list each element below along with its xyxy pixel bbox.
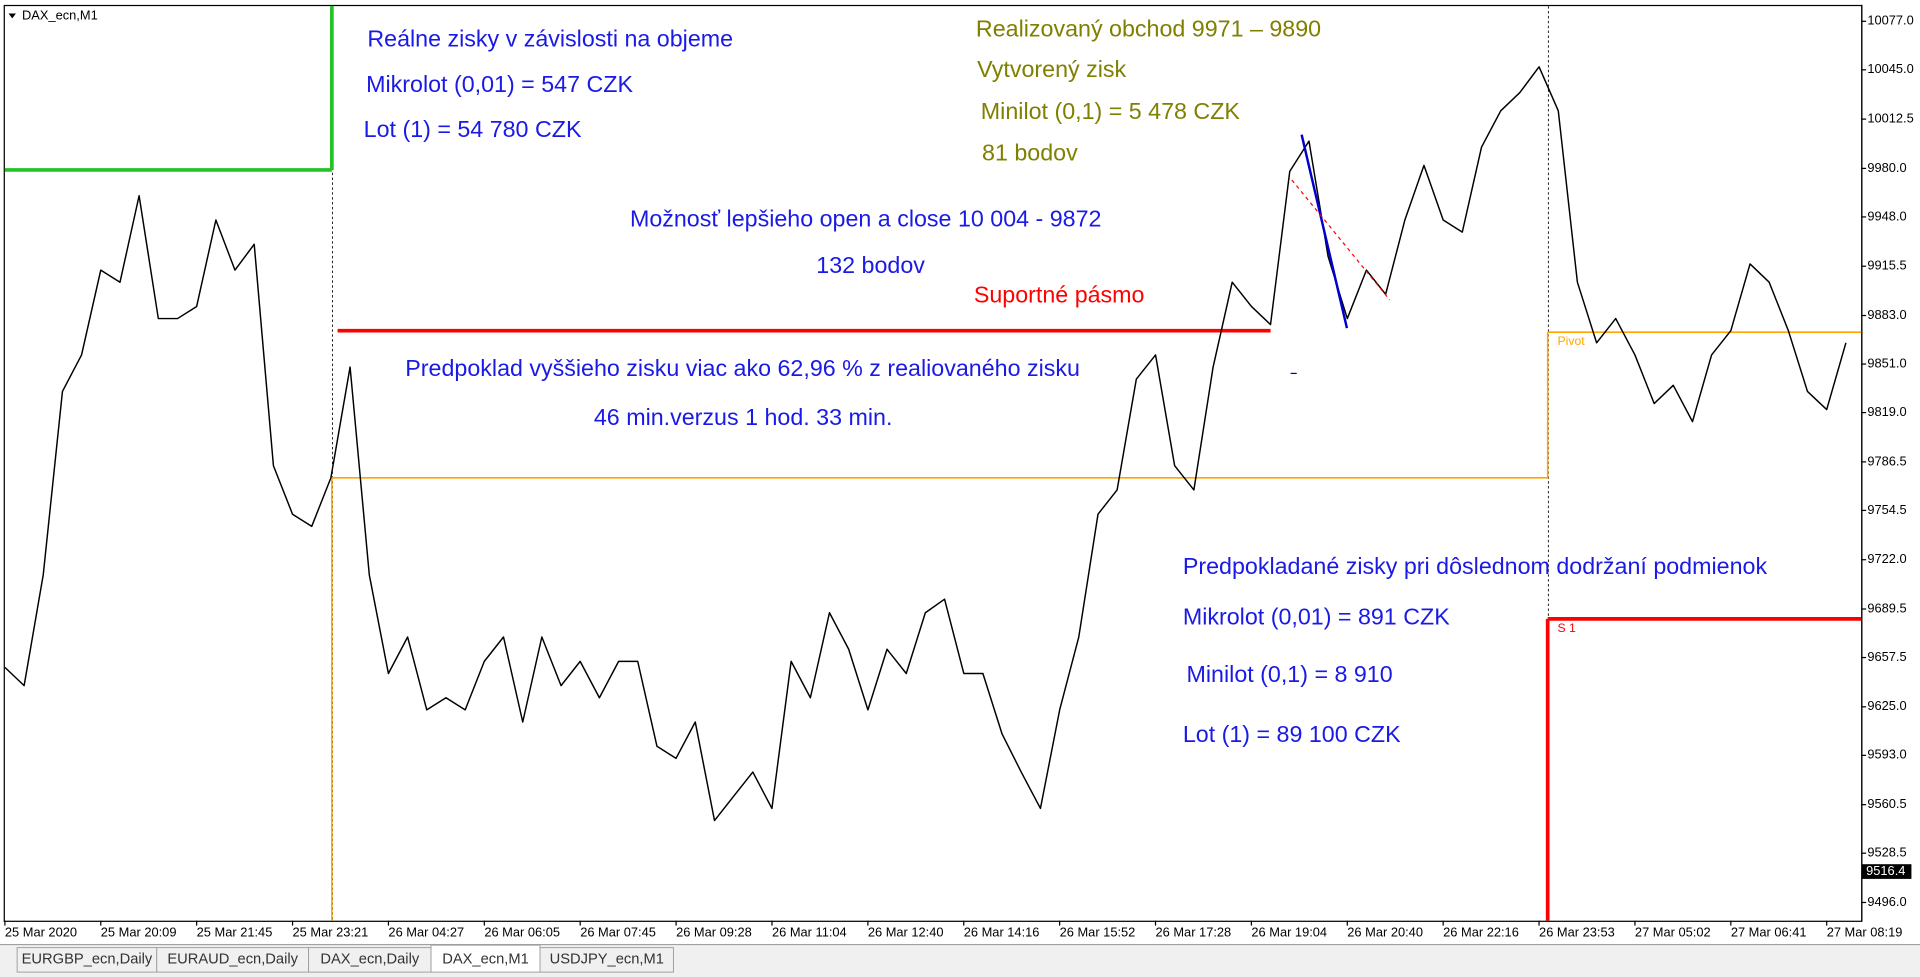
y-tick-label: 9657.5 xyxy=(1867,649,1906,664)
annotation: 46 min.verzus 1 hod. 33 min. xyxy=(594,404,893,430)
trend-line xyxy=(1300,134,1349,329)
annotation: 81 bodov xyxy=(982,139,1078,165)
x-tick-label: 26 Mar 19:04 xyxy=(1251,924,1327,939)
price-line xyxy=(4,66,1847,822)
y-tick-label: 9786.5 xyxy=(1867,453,1906,468)
x-tick-label: 26 Mar 04:27 xyxy=(388,924,464,939)
x-tick-label: 25 Mar 21:45 xyxy=(197,924,273,939)
y-tick-label: 9754.5 xyxy=(1867,502,1906,517)
x-tick-label: 26 Mar 12:40 xyxy=(868,924,944,939)
x-tick-label: 26 Mar 22:16 xyxy=(1443,924,1519,939)
chart-title: DAX_ecn,M1 xyxy=(22,7,98,22)
tab[interactable] xyxy=(16,947,158,973)
y-tick-label: 9915.5 xyxy=(1867,258,1906,273)
y-tick-label: 9722.0 xyxy=(1867,551,1906,566)
x-tick-label: 27 Mar 08:19 xyxy=(1827,924,1903,939)
y-tick-label: 9593.0 xyxy=(1867,747,1906,762)
annotation: Mikrolot (0,01) = 891 CZK xyxy=(1183,603,1450,629)
x-tick-label: 25 Mar 23:21 xyxy=(293,924,369,939)
tab[interactable] xyxy=(308,947,432,973)
tab-label[interactable]: EURAUD_ecn,Daily xyxy=(167,952,298,968)
last-price-box xyxy=(1862,864,1912,879)
annotation: Predpoklad vyššieho zisku viac ako 62,96… xyxy=(405,355,1080,381)
x-tick-label: 26 Mar 14:16 xyxy=(964,924,1040,939)
annotations: Reálne zisky v závislosti na objeme Mikro… xyxy=(364,16,1768,747)
x-tick-label: 25 Mar 2020 xyxy=(5,924,77,939)
annotation: Suportné pásmo xyxy=(974,281,1145,307)
annotation: Lot (1) = 89 100 CZK xyxy=(1183,721,1401,747)
x-tick-label: 25 Mar 20:09 xyxy=(101,924,177,939)
tab-label[interactable]: EURGBP_ecn,Daily xyxy=(22,952,153,968)
x-tick-label: 26 Mar 23:53 xyxy=(1539,924,1615,939)
tab-label[interactable]: DAX_ecn,M1 xyxy=(442,952,529,968)
y-tick-label: 9819.0 xyxy=(1867,404,1906,419)
x-tick-label: 26 Mar 20:40 xyxy=(1347,924,1423,939)
axes: 10077.0 10045.0 10012.5 9980.0 9948.0 9915.5 9… xyxy=(4,13,1914,939)
price-plot xyxy=(4,66,1847,822)
x-tick-label: 26 Mar 06:05 xyxy=(484,924,560,939)
tabs: EURGBP_ecn,Daily EURAUD_ecn,Daily DAX_ecn,… xyxy=(16,944,674,973)
last-price-label: 9516.4 xyxy=(1866,863,1905,878)
x-tick-label: 26 Mar 09:28 xyxy=(676,924,752,939)
tab-label[interactable]: USDJPY_ecn,M1 xyxy=(550,952,664,968)
menu-arrow xyxy=(8,13,16,19)
x-tick-label: 27 Mar 05:02 xyxy=(1635,924,1711,939)
annotation: Minilot (0,1) = 8 910 xyxy=(1187,661,1393,687)
level-label: S 1 xyxy=(1557,621,1576,635)
x-tick-label: 26 Mar 11:04 xyxy=(772,924,847,939)
y-tick-label: 10045.0 xyxy=(1867,61,1913,76)
y-tick-label: 9948.0 xyxy=(1867,208,1906,223)
y-tick-label: 9851.0 xyxy=(1867,355,1906,370)
y-tick-label: 9625.0 xyxy=(1867,698,1906,713)
y-tick-label: 9980.0 xyxy=(1867,160,1906,175)
annotation: Predpokladané zisky pri dôslednom dodrža… xyxy=(1183,553,1768,579)
x-tick-label: 27 Mar 06:41 xyxy=(1731,924,1807,939)
annotation: Mikrolot (0,01) = 547 CZK xyxy=(366,71,633,97)
annotation: Možnosť lepšieho open a close 10 004 - 9… xyxy=(630,206,1102,232)
annotation: 132 bodov xyxy=(816,252,925,278)
annotation: Minilot (0,1) = 5 478 CZK xyxy=(981,98,1241,124)
y-tick-label: 9528.5 xyxy=(1867,845,1906,860)
y-tick-label: 9689.5 xyxy=(1867,600,1906,615)
annotation: Realizovaný obchod 9971 – 9890 xyxy=(976,16,1321,42)
y-tick-label: 9883.0 xyxy=(1867,307,1906,322)
level-label: Pivot xyxy=(1557,334,1585,348)
y-tick-label: 10077.0 xyxy=(1867,13,1913,28)
levels: Pivot S 1 xyxy=(4,6,1862,921)
y-tick-label: 9560.5 xyxy=(1867,796,1906,811)
y-tick-label: 9496.0 xyxy=(1867,894,1906,909)
annotation: Vytvorený zisk xyxy=(977,56,1126,82)
annotation: Lot (1) = 54 780 CZK xyxy=(364,116,582,142)
tab[interactable] xyxy=(539,947,674,973)
tab-label[interactable]: DAX_ecn,Daily xyxy=(320,952,419,968)
x-tick-label: 26 Mar 17:28 xyxy=(1156,924,1232,939)
tab[interactable] xyxy=(156,947,310,973)
y-tick-label: 10012.5 xyxy=(1867,111,1913,126)
annotation: Reálne zisky v závislosti na objeme xyxy=(367,26,733,52)
x-tick-label: 26 Mar 15:52 xyxy=(1060,924,1136,939)
x-tick-label: 26 Mar 07:45 xyxy=(580,924,656,939)
